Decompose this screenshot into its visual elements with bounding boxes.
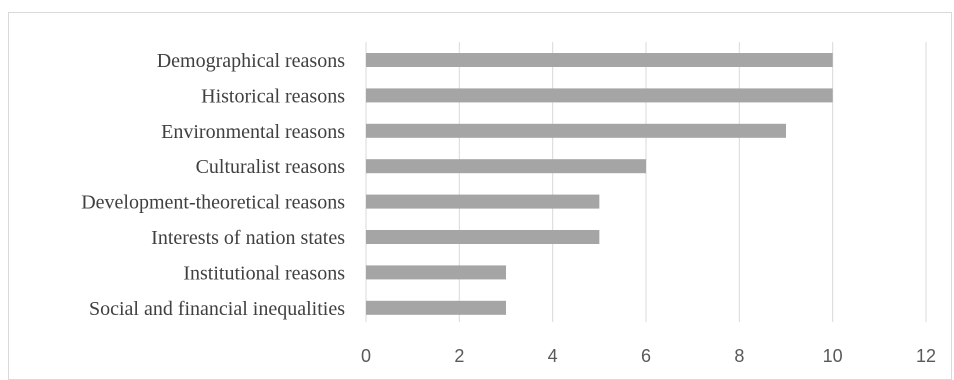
x-tick-label: 0: [361, 346, 371, 366]
category-label: Institutional reasons: [183, 262, 345, 284]
category-label: Environmental reasons: [161, 121, 345, 143]
bar: [366, 300, 506, 315]
category-label: Social and financial inequalities: [89, 298, 345, 320]
bar: [366, 159, 646, 174]
x-axis-ticks: 0 2 4 6 8 10 12: [361, 346, 936, 366]
category-label: Interests of nation states: [151, 227, 345, 249]
x-tick-label: 4: [548, 346, 558, 366]
category-label: Demographical reasons: [157, 50, 345, 72]
bar: [366, 194, 600, 209]
bar: [366, 265, 506, 280]
x-tick-label: 12: [916, 346, 936, 366]
category-label: Development-theoretical reasons: [81, 192, 345, 214]
x-tick-label: 6: [641, 346, 651, 366]
bar: [366, 123, 786, 138]
bar: [366, 53, 833, 67]
bars: [366, 53, 833, 315]
grid: [365, 42, 927, 322]
x-tick-label: 10: [823, 346, 843, 366]
category-label: Historical reasons: [201, 85, 345, 107]
x-tick-label: 2: [454, 346, 464, 366]
x-tick-label: 8: [734, 346, 744, 366]
bar: [366, 230, 600, 244]
bar: [366, 88, 833, 103]
category-label: Culturalist reasons: [196, 156, 346, 178]
category-labels: Demographical reasons Historical reasons E…: [81, 50, 345, 320]
